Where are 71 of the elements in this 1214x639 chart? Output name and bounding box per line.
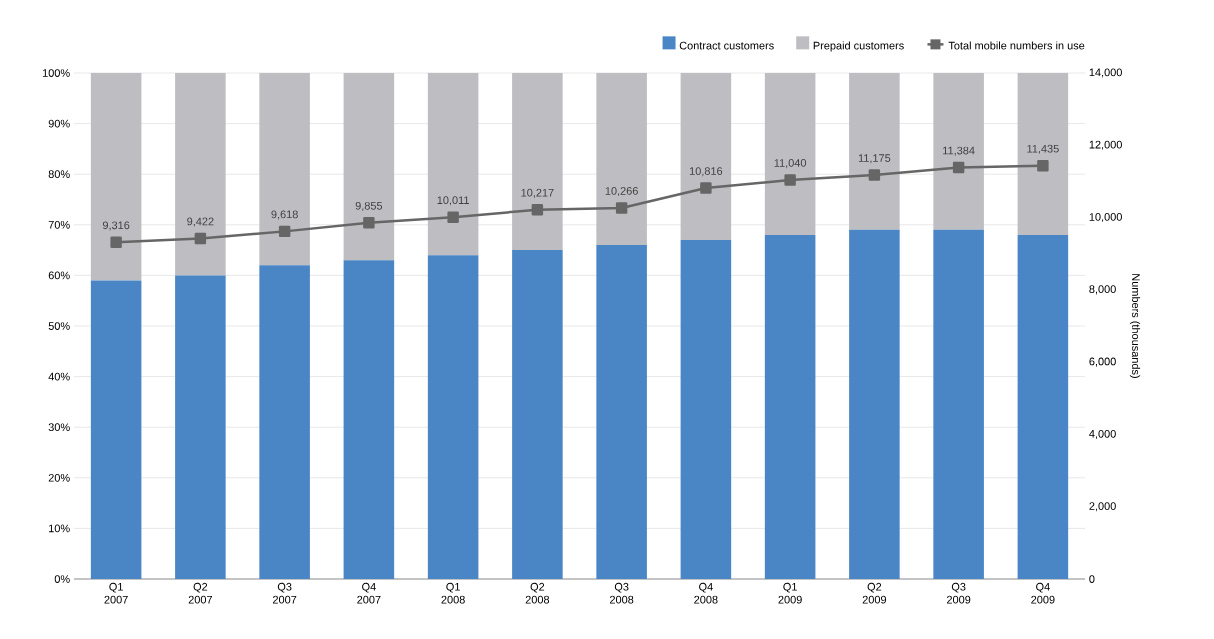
point <box>952 161 965 174</box>
point <box>447 211 459 223</box>
data-label: 11,384 <box>943 146 975 156</box>
x-tick-label: Q3 2009 <box>946 582 971 604</box>
y-tick-label: 20% <box>48 473 70 482</box>
y-tick-label: 90% <box>48 119 70 128</box>
x-tick-label: Q1 2007 <box>104 582 128 604</box>
bar <box>427 255 479 579</box>
y-tick-label: 10% <box>49 524 70 533</box>
point <box>278 225 291 238</box>
y2-tick-label: 10,000 <box>1089 213 1122 223</box>
point <box>194 232 207 245</box>
y-tick-label: 50% <box>48 322 70 330</box>
data-label: 11,040 <box>774 159 807 169</box>
bar <box>90 280 142 579</box>
x-tick-label: Q4 2007 <box>357 582 381 604</box>
data-label: 11,435 <box>1027 144 1059 154</box>
y-tick-label: 100% <box>42 69 70 77</box>
x-tick-label: Q3 2008 <box>609 582 634 604</box>
y2-tick-label: 12,000 <box>1089 140 1122 150</box>
data-label: 9,316 <box>102 221 130 231</box>
y-tick-label: 0% <box>54 575 70 583</box>
y2-tick-label: 6,000 <box>1089 357 1116 367</box>
bar <box>1017 234 1069 579</box>
point <box>868 169 881 181</box>
x-tick-label: Q4 2008 <box>694 582 718 604</box>
data-label: 10,011 <box>437 196 469 206</box>
point <box>531 203 544 216</box>
data-label: 9,855 <box>355 201 383 211</box>
x-tick-label: Q2 2009 <box>862 582 887 604</box>
bar <box>512 250 563 579</box>
bar <box>596 245 647 579</box>
data-label: 10,816 <box>689 167 723 177</box>
point <box>700 182 712 194</box>
point <box>363 217 375 229</box>
legend-label: Total mobile numbers in use <box>948 41 1085 50</box>
point <box>1037 159 1049 172</box>
y-tick-label: 30% <box>48 423 70 432</box>
y-tick-label: 40% <box>48 372 70 381</box>
data-label: 9,422 <box>187 217 214 227</box>
x-tick-label: Q3 2007 <box>272 582 297 604</box>
data-label: 11,175 <box>858 154 891 164</box>
bar <box>680 239 732 579</box>
bar <box>259 265 310 579</box>
y2-tick-label: 2,000 <box>1089 502 1116 512</box>
point <box>784 174 796 186</box>
y-tick-label: 70% <box>48 220 70 229</box>
x-tick-label: Q4 2009 <box>1031 582 1055 604</box>
data-label: 10,217 <box>521 188 554 198</box>
point <box>615 202 628 214</box>
x-tick-label: Q1 2009 <box>778 582 802 604</box>
y2-axis-title: Numbers (thousands) <box>1129 274 1141 378</box>
point <box>110 236 122 249</box>
x-tick-label: Q2 2007 <box>188 582 213 604</box>
bar <box>933 229 984 579</box>
data-label: 10,266 <box>605 187 638 197</box>
legend-label: Contract customers <box>679 41 774 50</box>
y-tick-label: 60% <box>48 271 70 280</box>
bar <box>849 229 900 579</box>
bar <box>343 260 395 579</box>
y2-tick-label: 14,000 <box>1089 68 1122 78</box>
y2-tick-label: 4,000 <box>1089 429 1116 439</box>
data-label: 9,618 <box>271 210 298 220</box>
bar <box>764 234 816 579</box>
x-tick-label: Q2 2008 <box>525 582 550 604</box>
x-tick-label: Q1 2008 <box>441 582 465 604</box>
bar <box>175 275 226 579</box>
y-tick-label: 80% <box>48 170 70 179</box>
y2-tick-label: 0 <box>1089 575 1095 583</box>
y2-tick-label: 8,000 <box>1089 285 1116 295</box>
legend-label: Prepaid customers <box>813 41 904 52</box>
